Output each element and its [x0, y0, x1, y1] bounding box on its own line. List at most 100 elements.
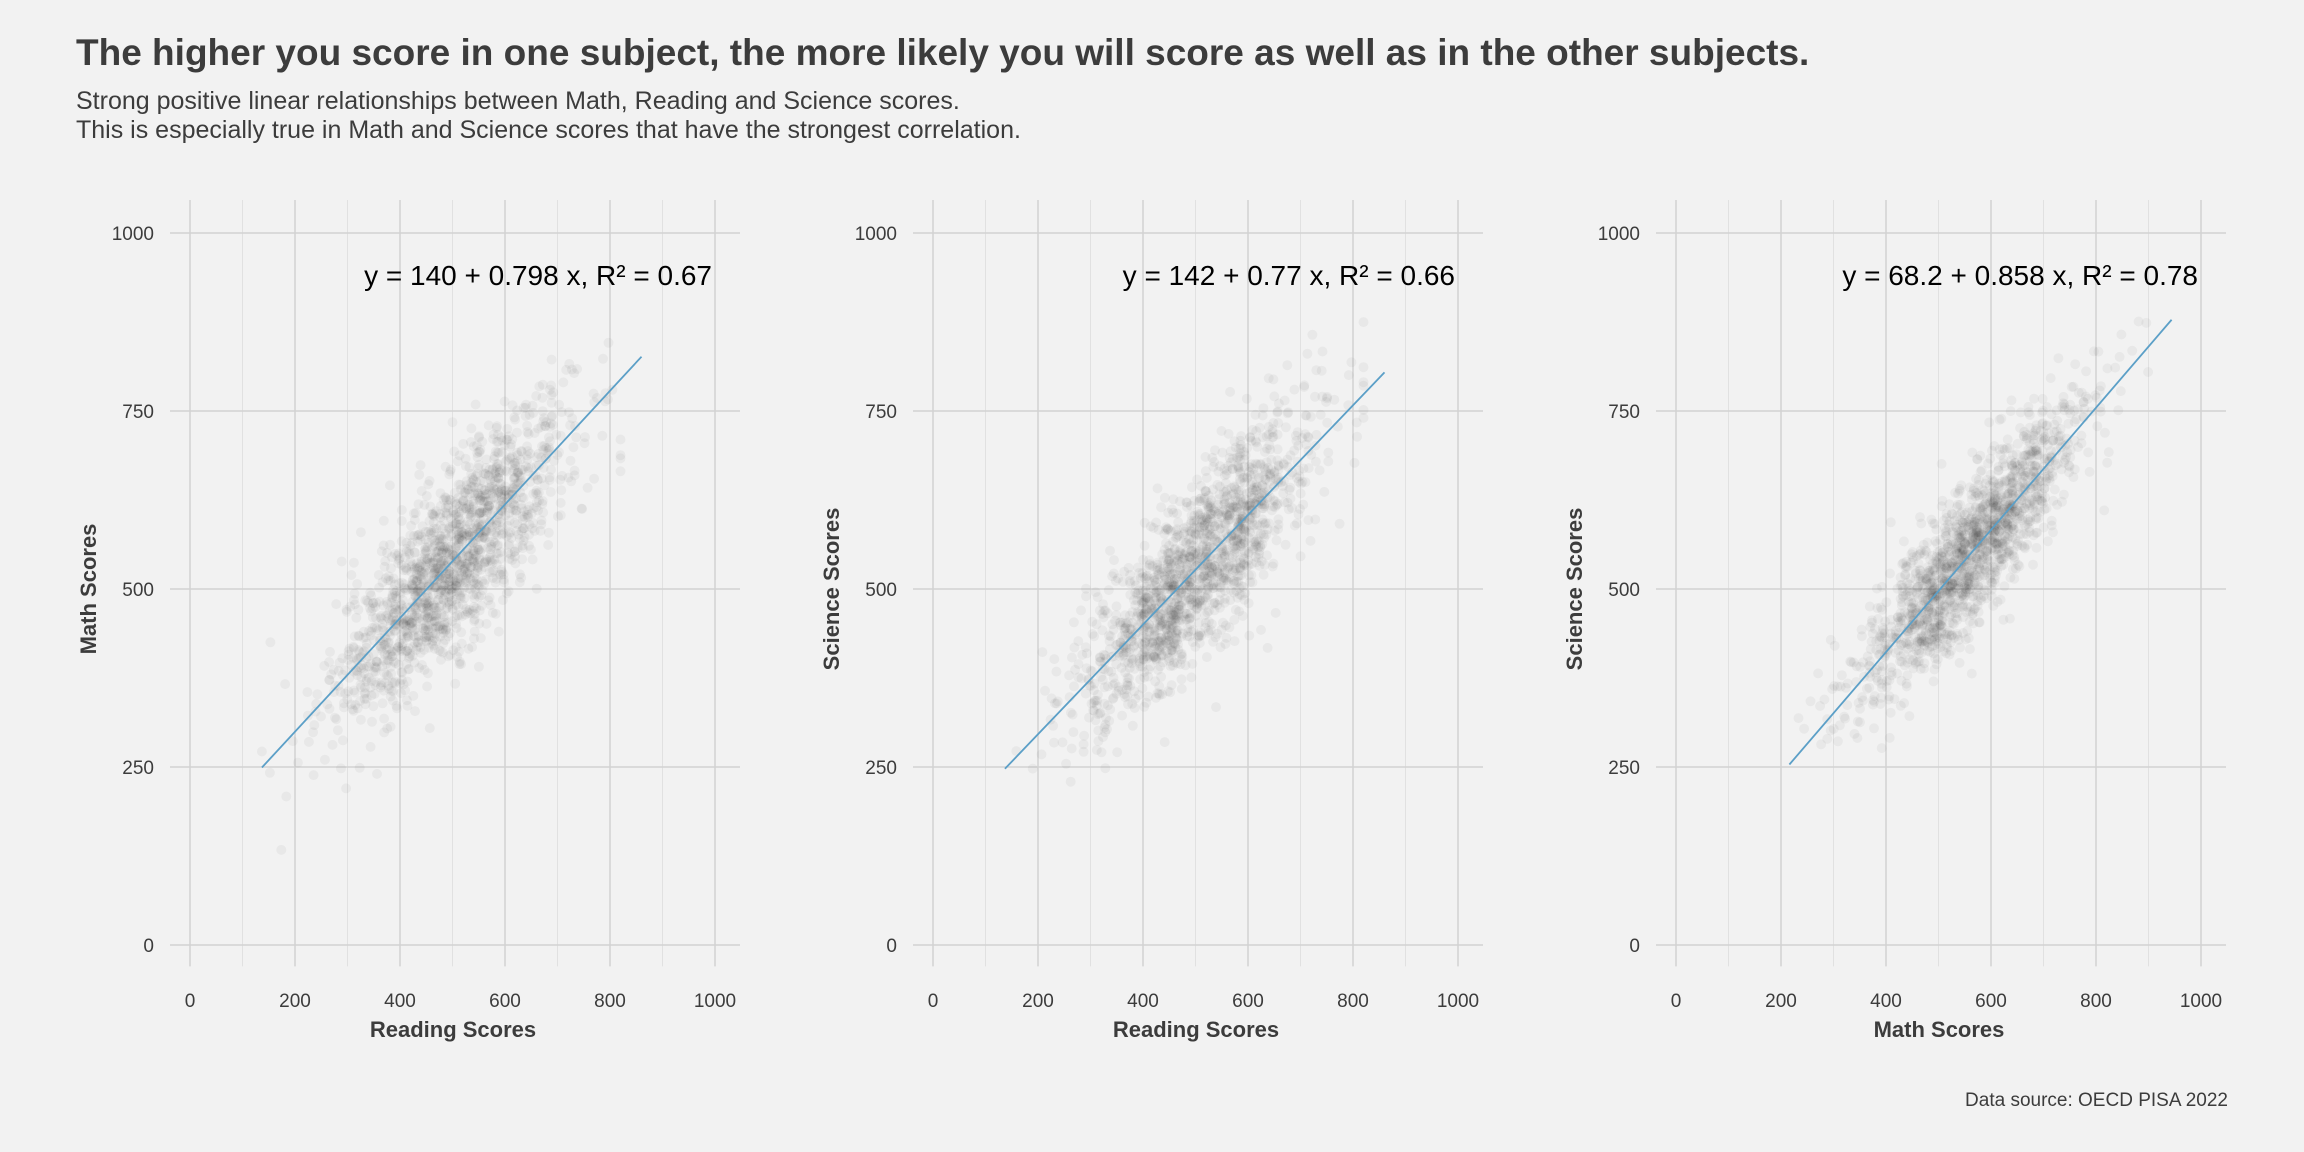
- scatter-point: [387, 592, 398, 602]
- scatter-point: [2000, 541, 2010, 551]
- scatter-point: [1259, 532, 1270, 543]
- scatter-point: [1189, 587, 1200, 598]
- scatter-point: [1273, 477, 1284, 487]
- scatter-point: [2024, 522, 2034, 533]
- scatter-point: [2004, 546, 2015, 557]
- scatter-point: [2102, 363, 2113, 374]
- scatter-point: [1188, 564, 1199, 575]
- scatter-point: [1974, 561, 1984, 572]
- scatter-point: [408, 508, 419, 519]
- scatter-point: [1898, 648, 1909, 659]
- scatter-point: [1181, 565, 1192, 575]
- scatter-point: [411, 611, 422, 621]
- scatter-point: [444, 580, 455, 591]
- scatter-point: [421, 601, 432, 612]
- scatter-point: [1140, 603, 1151, 614]
- scatter-point: [421, 491, 432, 501]
- scatter-point: [1973, 584, 1984, 595]
- scatter-point: [2051, 426, 2062, 437]
- scatter-point: [409, 515, 420, 525]
- scatter-point: [1909, 624, 1920, 634]
- scatter-point: [1185, 608, 1196, 619]
- scatter-point: [1184, 614, 1195, 624]
- scatter-point: [1301, 410, 1312, 421]
- scatter-point: [1253, 542, 1264, 553]
- scatter-point: [537, 406, 548, 417]
- scatter-point: [1964, 514, 1975, 525]
- scatter-point: [2004, 539, 2015, 550]
- scatter-point: [405, 540, 416, 551]
- scatter-point: [1213, 518, 1224, 528]
- scatter-point: [1280, 422, 1291, 433]
- scatter-point: [2039, 504, 2050, 515]
- scatter-point: [2007, 450, 2018, 461]
- scatter-point: [432, 546, 443, 557]
- scatter-point: [1963, 536, 1974, 547]
- scatter-point: [1198, 534, 1209, 545]
- scatter-point: [1189, 516, 1199, 526]
- scatter-point: [475, 494, 486, 505]
- scatter-point: [1261, 529, 1272, 540]
- scatter-point: [1914, 602, 1925, 613]
- minor-grid: [1728, 200, 2149, 967]
- scatter-point: [474, 508, 485, 518]
- scatter-point: [1158, 555, 1169, 566]
- scatter-point: [1951, 556, 1962, 567]
- scatter-point: [1263, 486, 1274, 497]
- scatter-point: [501, 588, 512, 599]
- scatter-point: [1156, 591, 1167, 601]
- scatter-point: [1268, 418, 1279, 428]
- scatter-point: [1163, 635, 1174, 646]
- scatter-point: [1176, 674, 1187, 685]
- scatter-point: [1899, 698, 1910, 709]
- scatter-point: [1197, 595, 1208, 606]
- scatter-point: [1261, 466, 1271, 477]
- scatter-point: [362, 595, 372, 606]
- scatter-point: [1202, 527, 1213, 537]
- scatter-point: [1935, 559, 1946, 570]
- scatter-point: [1873, 614, 1883, 624]
- scatter-point: [2063, 418, 2074, 429]
- scatter-point: [1186, 672, 1197, 683]
- scatter-point: [1927, 589, 1938, 600]
- scatter-point: [1101, 713, 1111, 724]
- scatter-point: [1186, 599, 1197, 610]
- scatter-point: [438, 523, 449, 534]
- scatter-point: [1990, 505, 2001, 516]
- scatter-point: [1968, 529, 1979, 540]
- scatter-point: [1968, 485, 1979, 496]
- scatter-point: [1255, 528, 1266, 539]
- scatter-point: [2040, 471, 2051, 482]
- scatter-point: [1871, 583, 1882, 594]
- scatter-point: [435, 512, 446, 523]
- scatter-point: [1243, 549, 1254, 560]
- scatter-point: [1156, 583, 1167, 594]
- scatter-point: [1160, 584, 1171, 595]
- scatter-point: [1930, 570, 1941, 581]
- scatter-point: [1205, 500, 1216, 511]
- scatter-point: [1905, 557, 1916, 568]
- scatter-point: [468, 546, 479, 557]
- scatter-point: [494, 569, 505, 580]
- scatter-point: [1984, 417, 1995, 428]
- scatter-point: [1149, 575, 1160, 586]
- scatter-point: [1100, 727, 1111, 738]
- scatter-point: [409, 638, 420, 648]
- scatter-point: [397, 603, 408, 614]
- scatter-point: [494, 467, 505, 478]
- scatter-point: [382, 649, 393, 660]
- scatter-point: [1078, 746, 1089, 757]
- scatter-point: [428, 640, 439, 651]
- scatter-point: [1229, 482, 1240, 493]
- scatter-point: [1097, 674, 1108, 685]
- scatter-point: [1220, 487, 1231, 497]
- scatter-point: [396, 688, 406, 699]
- scatter-point: [359, 668, 370, 679]
- scatter-point: [492, 540, 503, 551]
- scatter-point: [1987, 537, 1998, 548]
- scatter-point: [1166, 619, 1177, 630]
- scatter-point: [1977, 504, 1988, 515]
- scatter-point: [1986, 543, 1996, 554]
- scatter-point: [478, 496, 489, 507]
- scatter-point: [503, 547, 514, 558]
